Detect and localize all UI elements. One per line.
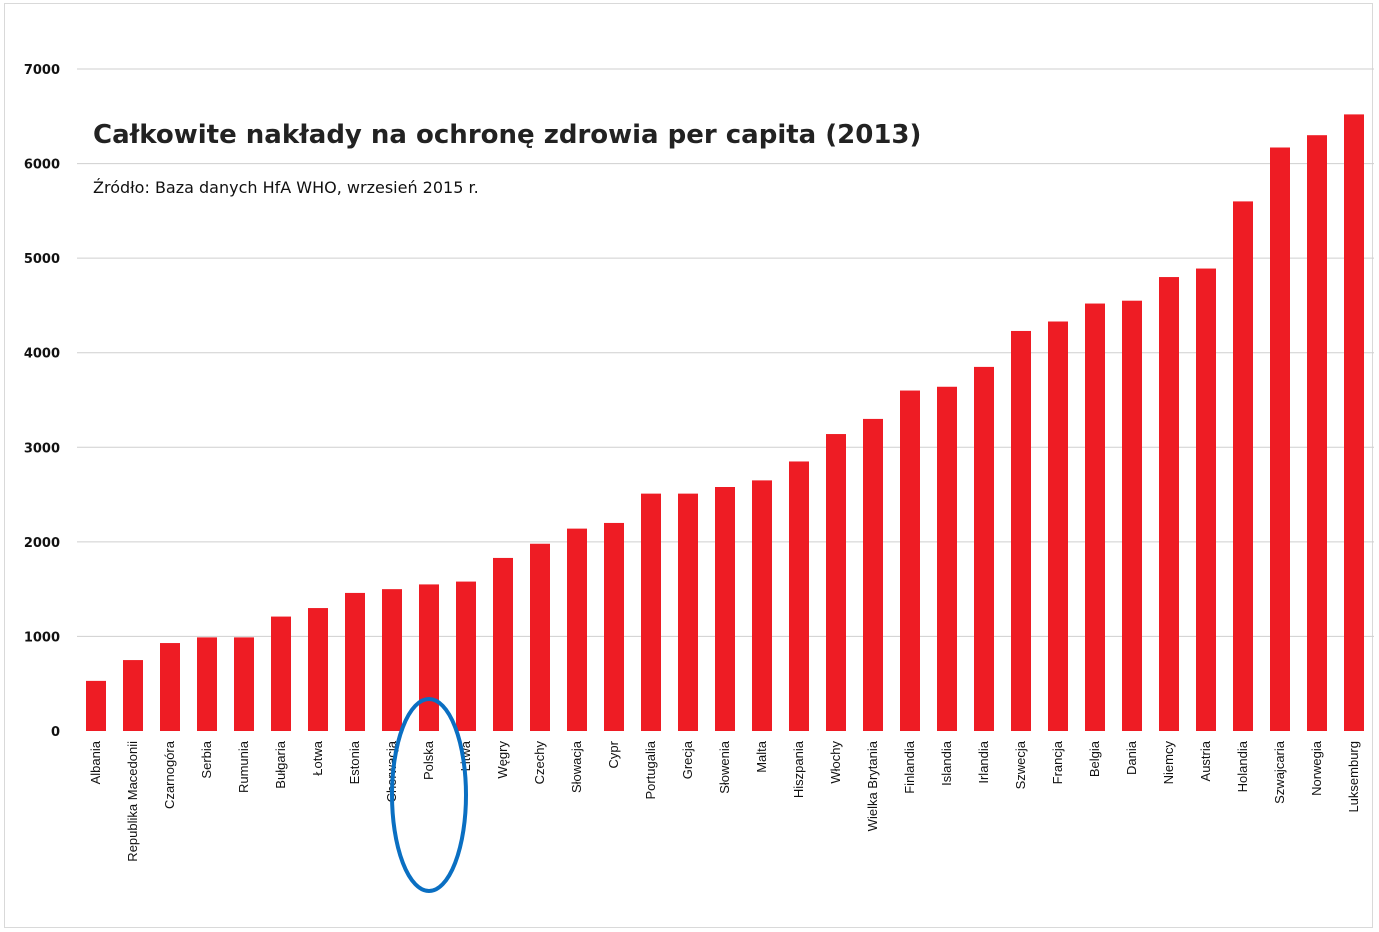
x-tick-label: Albania [88,740,103,784]
y-tick-label: 2000 [24,536,60,551]
bar-austria [1196,268,1216,731]
bar-republika-macedonii [123,660,143,731]
x-tick-label: Francja [1050,740,1065,784]
bar-hiszpania [789,461,809,731]
x-tick-label: Rumunia [236,740,251,793]
y-tick-label: 4000 [24,347,60,362]
y-axis-ticks: 0 1000 2000 3000 4000 5000 6000 7000 [24,63,60,740]
y-tick-label: 1000 [24,630,60,645]
bar-albania [86,680,106,731]
y-tick-label: 7000 [24,63,60,78]
bar-irlandia [974,366,994,731]
bar-belgia [1085,303,1105,731]
x-tick-label: Wielka Brytania [865,740,880,831]
bar-włochy [826,434,846,731]
x-tick-label: Holandia [1235,740,1250,792]
bar-malta [752,480,772,731]
bar-portugalia [641,493,661,731]
x-tick-label: Włochy [828,741,843,784]
bar-czarnogóra [160,643,180,731]
x-tick-label: Cypr [606,740,621,768]
x-tick-label: Republika Macedonii [125,741,140,862]
bar-słowacja [567,528,587,731]
bar-dania [1122,300,1142,731]
bar-luksemburg [1344,114,1364,731]
bar-czechy [530,543,550,731]
bar-grecja [678,493,698,731]
x-tick-label: Islandia [939,740,954,786]
bar-serbia [197,637,217,731]
x-tick-label: Węgry [495,741,510,779]
x-tick-label: Austria [1198,740,1213,781]
x-tick-label: Hiszpania [791,740,806,798]
bar-bułgaria [271,616,291,731]
x-tick-label: Grecja [680,740,695,779]
x-tick-label: Malta [754,740,769,773]
x-tick-label: Estonia [347,740,362,784]
bar-słowenia [715,487,735,731]
bar-islandia [937,386,957,731]
bar-holandia [1233,201,1253,731]
x-tick-label: Bułgaria [273,740,288,788]
bar-węgry [493,557,513,731]
y-tick-label: 3000 [24,441,60,456]
bar-rumunia [234,637,254,731]
bar-chorwacja [382,589,402,731]
x-tick-label: Słowenia [717,740,732,794]
bar-łotwa [308,608,328,731]
x-tick-label: Luksemburg [1346,741,1361,813]
x-tick-label: Szwajcaria [1272,740,1287,804]
x-tick-label: Polska [421,740,436,780]
x-tick-label: Norwegia [1309,740,1324,796]
x-tick-label: Serbia [199,740,214,778]
bar-szwajcaria [1270,147,1290,732]
bar-szwecja [1011,330,1031,731]
x-tick-label: Finlandia [902,740,917,794]
bars [86,114,1364,732]
chart-frame [4,3,1373,928]
bar-finlandia [900,390,920,731]
bar-polska [419,584,439,731]
bar-estonia [345,592,365,731]
x-tick-label: Niemcy [1161,741,1176,785]
x-axis-ticks: Albania Republika Macedonii Czarnogóra Serb… [88,740,1361,861]
x-tick-label: Portugalia [643,740,658,799]
gridlines [77,68,1374,637]
bar-wielka-brytania [863,418,883,731]
x-tick-label: Belgia [1087,740,1102,777]
x-tick-label: Słowacja [569,740,584,793]
x-tick-label: Irlandia [976,740,991,783]
y-tick-label: 5000 [24,252,60,267]
x-tick-label: Czechy [532,741,547,785]
highlight-circle [390,697,468,893]
x-tick-label: Dania [1124,740,1139,775]
bar-norwegia [1307,135,1327,731]
chart-subtitle: Źródło: Baza danych HfA WHO, wrzesień 20… [93,178,479,197]
x-tick-label: Czarnogóra [162,740,177,809]
y-tick-label: 0 [51,725,60,740]
x-tick-label: Łotwa [310,740,325,775]
bar-niemcy [1159,277,1179,731]
chart-title: Całkowite nakłady na ochronę zdrowia per… [93,120,921,150]
bar-cypr [604,522,624,731]
y-tick-label: 6000 [24,158,60,173]
bar-litwa [456,581,476,731]
x-tick-label: Szwecja [1013,740,1028,789]
bar-francja [1048,321,1068,731]
